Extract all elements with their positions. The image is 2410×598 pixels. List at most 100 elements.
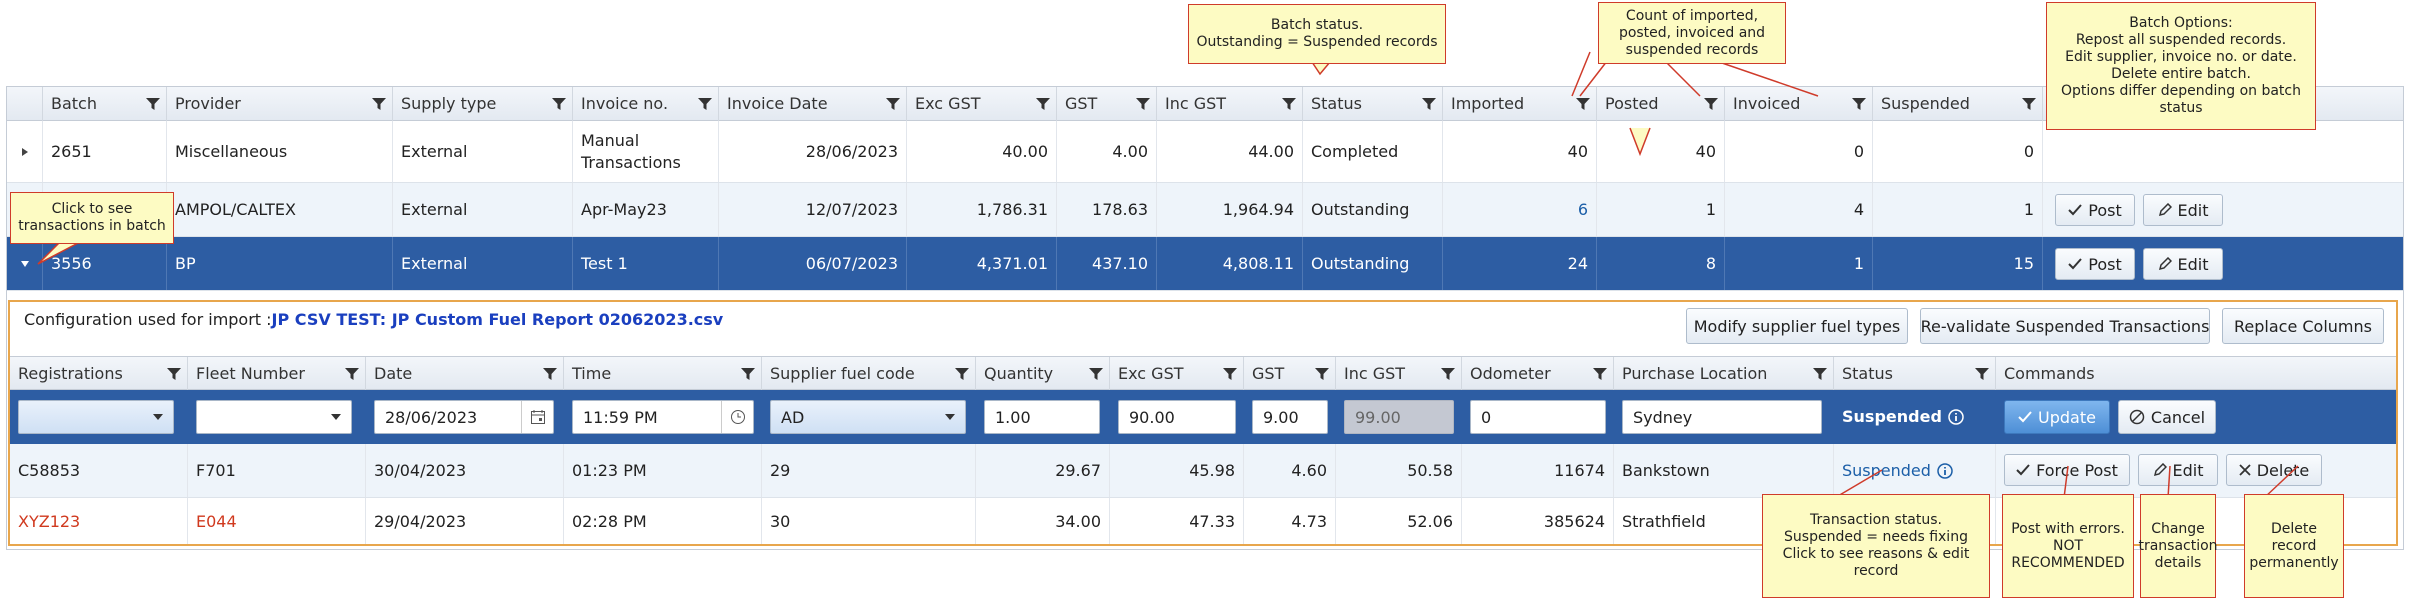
filter-icon[interactable] <box>1315 367 1329 381</box>
callout-line: posted, invoiced and <box>1618 24 1766 41</box>
filter-icon[interactable] <box>1282 97 1296 111</box>
filter-icon[interactable] <box>1036 97 1050 111</box>
filter-icon[interactable] <box>1975 367 1989 381</box>
delete-transaction-button[interactable]: Delete <box>2226 454 2322 486</box>
header-imported[interactable]: Imported <box>1443 87 1597 121</box>
clock-icon[interactable] <box>721 401 753 433</box>
filter-icon[interactable] <box>1704 97 1718 111</box>
expand-toggle[interactable] <box>7 121 43 182</box>
edit-row-status[interactable]: Suspended <box>1842 407 1964 426</box>
header-quantity[interactable]: Quantity <box>976 357 1110 391</box>
exc-gst-input[interactable]: 90.00 <box>1118 400 1236 434</box>
info-icon[interactable] <box>1937 462 1953 479</box>
header-provider[interactable]: Provider <box>167 87 393 121</box>
transaction-row[interactable]: XYZ123 E044 29/04/2023 02:28 PM 30 34.00… <box>10 498 2396 544</box>
caret-down-icon[interactable] <box>20 260 30 268</box>
cancel-button[interactable]: Cancel <box>2118 400 2216 434</box>
filter-icon[interactable] <box>146 97 160 111</box>
header-time[interactable]: Time <box>564 357 762 391</box>
button-label: Force Post <box>2036 460 2118 480</box>
date-input[interactable]: 28/06/2023 <box>374 400 554 434</box>
imported-count-link[interactable]: 6 <box>1443 183 1597 236</box>
header-supplier-fuel-code[interactable]: Supplier fuel code <box>762 357 976 391</box>
supplier-fuel-code-dropdown[interactable]: AD <box>770 400 966 434</box>
filter-icon[interactable] <box>167 367 181 381</box>
filter-icon[interactable] <box>2022 97 2036 111</box>
info-icon[interactable] <box>1948 408 1964 425</box>
post-batch-button[interactable]: Post <box>2055 248 2135 280</box>
button-label: Cancel <box>2150 407 2206 427</box>
filter-icon[interactable] <box>372 97 386 111</box>
filter-icon[interactable] <box>886 97 900 111</box>
filter-icon[interactable] <box>552 97 566 111</box>
purchase-location-input[interactable]: Sydney <box>1622 400 1822 434</box>
transaction-edit-row[interactable]: 28/06/2023 11:59 PM AD 1.00 90.00 9.00 9… <box>10 390 2396 444</box>
header-odometer[interactable]: Odometer <box>1462 357 1614 391</box>
edit-batch-button[interactable]: Edit <box>2143 194 2223 226</box>
batch-row[interactable]: 2654 AMPOL/CALTEX External Apr-May23 12/… <box>7 183 2403 237</box>
filter-icon[interactable] <box>1813 367 1827 381</box>
filter-icon[interactable] <box>1089 367 1103 381</box>
filter-icon[interactable] <box>543 367 557 381</box>
filter-icon[interactable] <box>1422 97 1436 111</box>
filter-icon[interactable] <box>1852 97 1866 111</box>
filter-icon[interactable] <box>345 367 359 381</box>
header-posted[interactable]: Posted <box>1597 87 1725 121</box>
gst-input[interactable]: 9.00 <box>1252 400 1328 434</box>
status-label: Suspended <box>1842 461 1931 480</box>
header-invoiced[interactable]: Invoiced <box>1725 87 1873 121</box>
edit-batch-button[interactable]: Edit <box>2143 248 2223 280</box>
callout-line: status <box>2159 100 2203 116</box>
button-label: Post <box>2088 254 2122 274</box>
filter-icon[interactable] <box>1441 367 1455 381</box>
transaction-row[interactable]: C58853 F701 30/04/2023 01:23 PM 29 29.67… <box>10 444 2396 498</box>
suspended-count: 15 <box>1873 237 2043 290</box>
edit-transaction-button[interactable]: Edit <box>2138 454 2218 486</box>
batch-row-selected[interactable]: 3556 BP External Test 1 06/07/2023 4,371… <box>7 237 2403 291</box>
header-gst[interactable]: GST <box>1244 357 1336 391</box>
import-config-text: Configuration used for import :JP CSV TE… <box>24 310 723 329</box>
filter-icon[interactable] <box>1223 367 1237 381</box>
time-input[interactable]: 11:59 PM <box>572 400 754 434</box>
expand-toggle[interactable] <box>7 237 43 290</box>
inc-gst: 1,964.94 <box>1157 183 1303 236</box>
header-purchase-location[interactable]: Purchase Location <box>1614 357 1834 391</box>
header-supply-type[interactable]: Supply type <box>393 87 573 121</box>
fleet-number-dropdown[interactable] <box>196 400 352 434</box>
header-date[interactable]: Date <box>366 357 564 391</box>
header-status[interactable]: Status <box>1303 87 1443 121</box>
replace-columns-button[interactable]: Replace Columns <box>2222 308 2384 344</box>
modify-supplier-fuel-types-button[interactable]: Modify supplier fuel types <box>1686 308 1908 344</box>
header-inc-gst[interactable]: Inc GST <box>1336 357 1462 391</box>
header-invoice-no[interactable]: Invoice no. <box>573 87 719 121</box>
odometer-input[interactable]: 0 <box>1470 400 1606 434</box>
header-fleet-number[interactable]: Fleet Number <box>188 357 366 391</box>
header-exc-gst[interactable]: Exc GST <box>1110 357 1244 391</box>
header-inc-gst[interactable]: Inc GST <box>1157 87 1303 121</box>
filter-icon[interactable] <box>741 367 755 381</box>
revalidate-suspended-button[interactable]: Re-validate Suspended Transactions <box>1920 308 2210 344</box>
filter-icon[interactable] <box>1576 97 1590 111</box>
filter-icon[interactable] <box>1136 97 1150 111</box>
filter-icon[interactable] <box>955 367 969 381</box>
quantity-input[interactable]: 1.00 <box>984 400 1100 434</box>
header-gst[interactable]: GST <box>1057 87 1157 121</box>
header-exc-gst[interactable]: Exc GST <box>907 87 1057 121</box>
update-button[interactable]: Update <box>2004 400 2110 434</box>
header-label: Odometer <box>1470 364 1551 383</box>
header-suspended[interactable]: Suspended <box>1873 87 2043 121</box>
post-batch-button[interactable]: Post <box>2055 194 2135 226</box>
callout-line: Transaction status. <box>1809 512 1942 528</box>
caret-right-icon[interactable] <box>21 147 29 157</box>
calendar-icon[interactable] <box>521 401 553 433</box>
batch-row[interactable]: 2651 Miscellaneous External Manual Trans… <box>7 121 2403 183</box>
header-batch[interactable]: Batch <box>43 87 167 121</box>
header-status[interactable]: Status <box>1834 357 1996 391</box>
filter-icon[interactable] <box>1593 367 1607 381</box>
header-invoice-date[interactable]: Invoice Date <box>719 87 907 121</box>
callout-line: Batch Options: <box>2129 15 2233 31</box>
transaction-status-link[interactable]: Suspended <box>1834 444 1996 497</box>
registration-dropdown[interactable] <box>18 400 174 434</box>
filter-icon[interactable] <box>698 97 712 111</box>
header-registrations[interactable]: Registrations <box>10 357 188 391</box>
